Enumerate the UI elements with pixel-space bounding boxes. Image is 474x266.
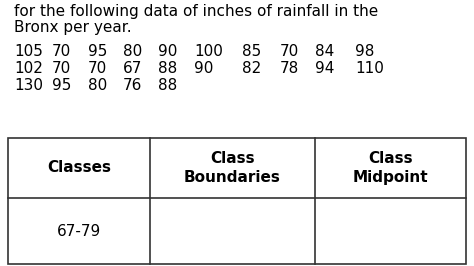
Text: Class
Boundaries: Class Boundaries <box>184 151 281 185</box>
Text: Bronx per year.: Bronx per year. <box>14 20 132 35</box>
Text: 88: 88 <box>158 78 177 93</box>
Text: 82: 82 <box>242 61 261 76</box>
Text: 94: 94 <box>315 61 334 76</box>
Text: 90: 90 <box>194 61 213 76</box>
Text: 110: 110 <box>355 61 384 76</box>
Text: 70: 70 <box>88 61 107 76</box>
Text: 105: 105 <box>14 44 43 59</box>
Text: 78: 78 <box>280 61 299 76</box>
Text: 70: 70 <box>280 44 299 59</box>
Text: 67: 67 <box>123 61 142 76</box>
Text: for the following data of inches of rainfall in the: for the following data of inches of rain… <box>14 4 378 19</box>
Text: 85: 85 <box>242 44 261 59</box>
Text: 76: 76 <box>123 78 142 93</box>
Text: Classes: Classes <box>47 160 111 176</box>
FancyBboxPatch shape <box>8 138 466 264</box>
Text: 130: 130 <box>14 78 43 93</box>
Text: 95: 95 <box>88 44 108 59</box>
Text: 100: 100 <box>194 44 223 59</box>
Text: 98: 98 <box>355 44 374 59</box>
Text: 88: 88 <box>158 61 177 76</box>
Text: 90: 90 <box>158 44 177 59</box>
Text: 70: 70 <box>52 61 71 76</box>
Text: Class
Midpoint: Class Midpoint <box>353 151 428 185</box>
Text: 67-79: 67-79 <box>57 223 101 239</box>
Text: 102: 102 <box>14 61 43 76</box>
Text: 80: 80 <box>123 44 142 59</box>
Text: 80: 80 <box>88 78 107 93</box>
Text: 95: 95 <box>52 78 72 93</box>
Text: 84: 84 <box>315 44 334 59</box>
Text: 70: 70 <box>52 44 71 59</box>
